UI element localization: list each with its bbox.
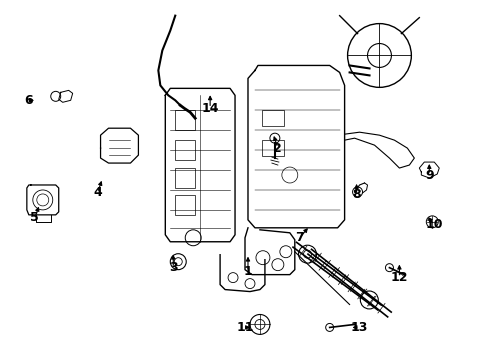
Text: 6: 6 bbox=[24, 94, 33, 107]
Text: 12: 12 bbox=[391, 271, 408, 284]
Text: 11: 11 bbox=[236, 321, 254, 334]
Bar bbox=[262, 110, 284, 126]
Text: 3: 3 bbox=[169, 261, 177, 274]
Text: 13: 13 bbox=[351, 321, 368, 334]
Bar bbox=[175, 195, 195, 215]
Text: 9: 9 bbox=[425, 168, 434, 181]
Bar bbox=[175, 140, 195, 160]
Text: 8: 8 bbox=[352, 188, 361, 202]
Bar bbox=[175, 110, 195, 130]
Text: 1: 1 bbox=[244, 265, 252, 278]
Text: 10: 10 bbox=[425, 218, 443, 231]
Bar bbox=[175, 168, 195, 188]
Text: 4: 4 bbox=[93, 186, 102, 199]
Text: 2: 2 bbox=[273, 141, 282, 155]
Text: 5: 5 bbox=[30, 211, 39, 224]
Text: 7: 7 bbox=[295, 231, 304, 244]
Bar bbox=[262, 140, 284, 156]
Text: 14: 14 bbox=[201, 102, 219, 115]
